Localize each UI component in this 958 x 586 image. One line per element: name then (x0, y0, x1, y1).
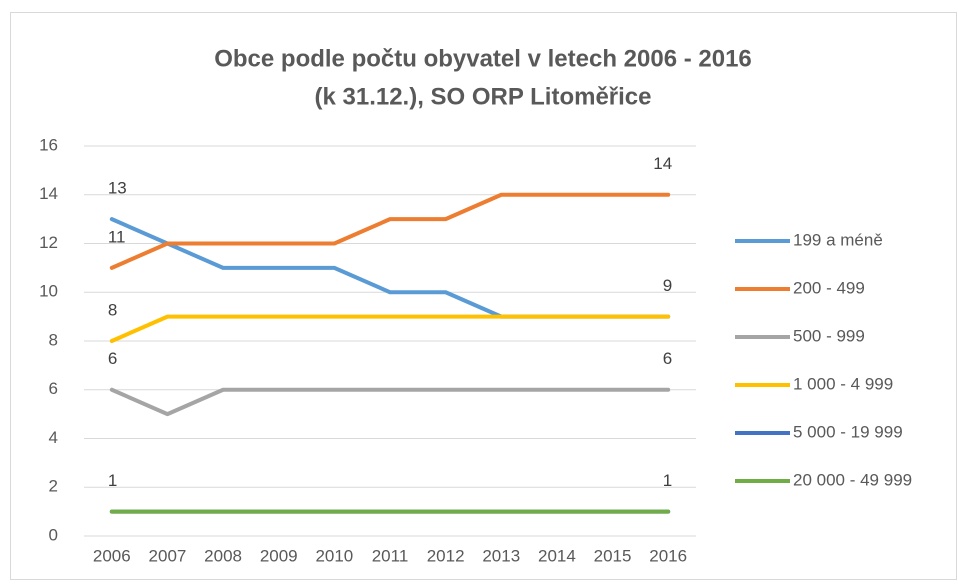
x-tick-label: 2012 (427, 546, 465, 565)
legend-label: 1 000 - 4 999 (793, 374, 893, 393)
x-tick-label: 2016 (649, 546, 687, 565)
series-line (109, 192, 671, 270)
x-tick-label: 2007 (149, 546, 187, 565)
data-label: 6 (663, 349, 672, 368)
y-tick-label: 16 (39, 135, 58, 154)
legend-label: 5 000 - 19 999 (793, 422, 903, 441)
data-label: 9 (663, 276, 672, 295)
y-tick-label: 0 (49, 525, 58, 544)
data-label: 8 (108, 300, 117, 319)
data-label: 1 (663, 471, 672, 490)
x-tick-label: 2008 (204, 546, 242, 565)
series-line (109, 314, 671, 343)
chart-title: Obce podle počtu obyvatel v letech 2006 … (214, 45, 752, 72)
y-tick-label: 4 (49, 428, 58, 447)
legend-label: 20 000 - 49 999 (793, 470, 912, 489)
legend-label: 500 - 999 (793, 326, 865, 345)
data-label: 13 (108, 179, 127, 198)
series-line (109, 387, 671, 417)
chart-title: (k 31.12.), SO ORP Litoměřice (314, 83, 651, 110)
y-tick-label: 2 (49, 477, 58, 496)
y-tick-label: 10 (39, 282, 58, 301)
data-label: 11 (108, 227, 126, 246)
legend-label: 200 - 499 (793, 278, 865, 297)
data-label: 1 (108, 471, 117, 490)
y-tick-label: 14 (39, 184, 58, 203)
x-tick-label: 2006 (93, 546, 131, 565)
y-tick-label: 6 (49, 379, 58, 398)
x-tick-label: 2015 (594, 546, 632, 565)
x-tick-label: 2013 (482, 546, 520, 565)
x-tick-label: 2014 (538, 546, 576, 565)
data-label: 14 (653, 154, 672, 173)
y-tick-label: 12 (39, 233, 58, 252)
chart-border (10, 12, 957, 580)
legend-label: 199 a méně (793, 230, 883, 249)
data-label: 6 (108, 349, 117, 368)
x-tick-label: 2009 (260, 546, 298, 565)
y-tick-label: 8 (49, 330, 58, 349)
x-tick-label: 2010 (315, 546, 353, 565)
x-tick-label: 2011 (372, 546, 409, 565)
